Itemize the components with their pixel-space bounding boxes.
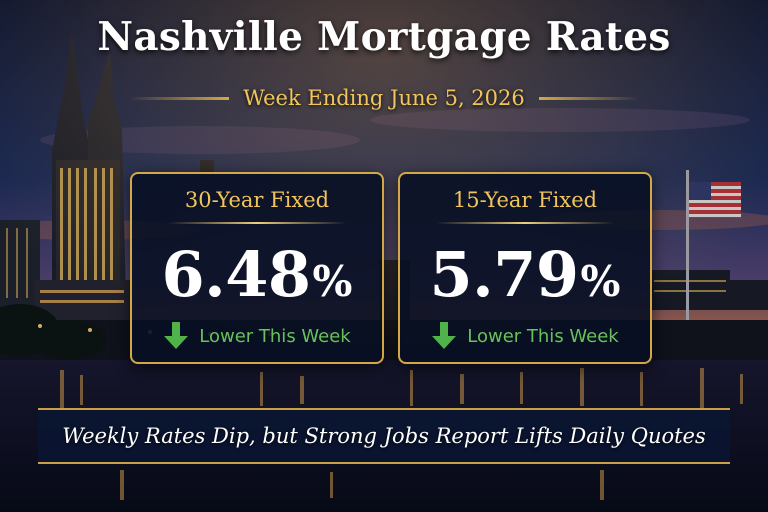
down-arrow-icon	[164, 322, 189, 349]
rate-card-15-year: 15-Year Fixed 5.79% Lower This Week	[398, 172, 652, 364]
rate-value: 5.79%	[400, 238, 650, 311]
trend-text: Lower This Week	[467, 325, 619, 347]
rate-card-label: 15-Year Fixed	[452, 188, 598, 212]
page-title: Nashville Mortgage Rates	[97, 14, 671, 60]
trend-text: Lower This Week	[199, 325, 351, 347]
rate-number: 6.48	[161, 238, 312, 311]
week-ending-subtitle: Week Ending June 5, 2026	[243, 86, 525, 110]
divider-left	[129, 96, 230, 100]
card-divider	[436, 222, 614, 224]
rate-unit: %	[312, 257, 353, 306]
down-arrow-icon	[432, 322, 457, 349]
rate-value: 6.48%	[132, 238, 382, 311]
headline-banner: Weekly Rates Dip, but Strong Jobs Report…	[38, 408, 730, 464]
rate-unit: %	[580, 257, 621, 306]
trend-indicator: Lower This Week	[132, 322, 382, 350]
headline-text: Weekly Rates Dip, but Strong Jobs Report…	[62, 424, 706, 448]
card-divider	[168, 222, 346, 224]
divider-right	[538, 96, 639, 100]
rate-card-label: 30-Year Fixed	[184, 188, 330, 212]
subtitle-row: Week Ending June 5, 2026	[0, 84, 768, 112]
rate-card-30-year: 30-Year Fixed 6.48% Lower This Week	[130, 172, 384, 364]
rate-number: 5.79	[429, 238, 580, 311]
trend-indicator: Lower This Week	[400, 322, 650, 350]
